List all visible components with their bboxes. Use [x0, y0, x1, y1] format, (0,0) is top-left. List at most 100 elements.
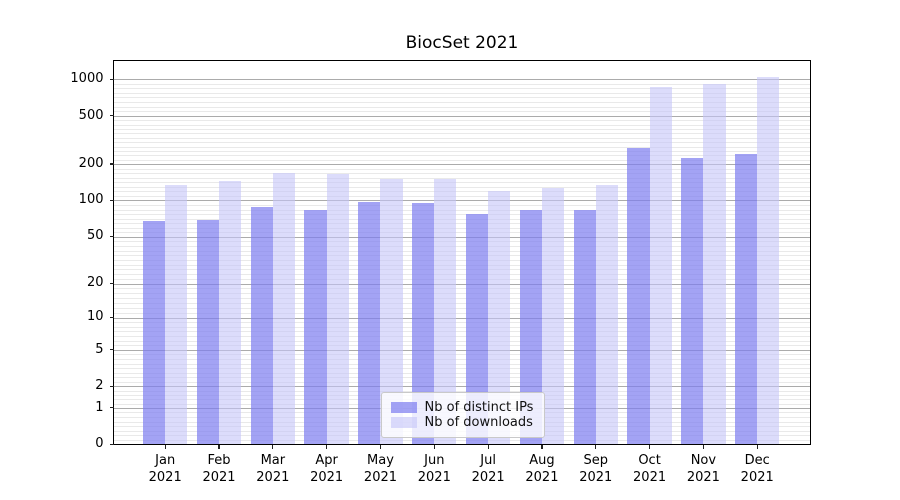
bar-distinct-ips-dec — [735, 154, 758, 445]
x-tick-label-jun: Jun 2021 — [417, 453, 451, 485]
gridline-minor — [114, 368, 810, 370]
gridline-minor — [114, 155, 810, 157]
legend-label-downloads: Nb of downloads — [424, 414, 533, 430]
gridline-minor — [114, 182, 810, 184]
gridline-major-1000 — [114, 79, 810, 81]
gridline-minor — [114, 269, 810, 271]
bar-distinct-ips-apr — [304, 210, 327, 445]
x-tick-jun — [433, 444, 435, 449]
gridline-minor — [114, 264, 810, 266]
gridline-minor — [114, 345, 810, 347]
gridline-minor — [114, 186, 810, 188]
y-tick-200 — [109, 163, 114, 165]
y-tick-label-20: 20 — [86, 275, 104, 291]
x-tick-label-jan: Jan 2021 — [148, 453, 182, 485]
gridline-minor — [114, 168, 810, 170]
bar-downloads-aug — [541, 187, 565, 445]
gridline-minor — [114, 159, 810, 161]
y-tick-10 — [109, 317, 114, 319]
bar-downloads-jun — [434, 179, 457, 445]
x-tick-feb — [218, 444, 220, 449]
gridline-minor — [114, 307, 810, 309]
gridline-minor — [114, 195, 810, 197]
gridline-minor — [114, 288, 810, 290]
bar-downloads-jul — [488, 190, 511, 445]
bar-downloads-nov — [703, 83, 726, 445]
bar-downloads-apr — [326, 174, 349, 445]
gridline-major-2 — [114, 386, 810, 388]
gridline-minor — [114, 278, 810, 280]
gridline-minor — [114, 336, 810, 338]
y-tick-1 — [109, 407, 114, 409]
gridline-minor — [114, 245, 810, 247]
gridline-minor — [114, 124, 810, 126]
gridline-major-100 — [114, 200, 810, 202]
legend: Nb of distinct IPs Nb of downloads — [380, 392, 545, 438]
gridline-minor — [114, 322, 810, 324]
y-tick-label-2: 2 — [95, 378, 104, 394]
y-tick-label-1: 1 — [95, 399, 104, 415]
bar-downloads-jan — [165, 184, 188, 445]
y-tick-label-1000: 1000 — [70, 70, 104, 86]
x-tick-label-feb: Feb 2021 — [202, 453, 236, 485]
x-tick-aug — [541, 444, 543, 449]
bar-distinct-ips-sep — [573, 209, 596, 445]
y-tick-label-200: 200 — [78, 155, 104, 171]
bar-distinct-ips-jul — [465, 214, 489, 445]
bar-distinct-ips-mar — [250, 207, 273, 445]
gridline-major-500 — [114, 115, 810, 117]
gridline-minor — [114, 88, 810, 90]
gridline-minor — [114, 326, 810, 328]
gridline-major-20 — [114, 283, 810, 285]
gridline-minor — [114, 298, 810, 300]
gridline-minor — [114, 354, 810, 356]
bar-downloads-dec — [757, 76, 780, 445]
gridline-minor — [114, 142, 810, 144]
y-tick-label-5: 5 — [95, 341, 104, 357]
y-tick-500 — [109, 115, 114, 117]
gridline-minor — [114, 177, 810, 179]
gridline-minor — [114, 312, 810, 314]
gridline-minor — [114, 209, 810, 211]
y-tick-2 — [109, 385, 114, 387]
gridline-minor — [114, 260, 810, 262]
gridline-minor — [114, 274, 810, 276]
gridline-minor — [114, 214, 810, 216]
gridline-minor — [114, 439, 810, 441]
gridline-minor — [114, 97, 810, 99]
y-tick-1000 — [109, 78, 114, 80]
gridline-minor — [114, 106, 810, 108]
bar-downloads-feb — [219, 181, 242, 445]
legend-item-distinct-ips: Nb of distinct IPs — [390, 399, 536, 415]
gridline-major-200 — [114, 164, 810, 166]
bar-downloads-sep — [595, 184, 618, 445]
gridline-minor — [114, 250, 810, 252]
y-tick-20 — [109, 282, 114, 285]
x-tick-label-dec: Dec 2021 — [740, 453, 774, 485]
legend-label-distinct-ips: Nb of distinct IPs — [424, 399, 534, 415]
gridline-minor — [114, 120, 810, 122]
x-tick-label-nov: Nov 2021 — [686, 453, 720, 485]
x-tick-apr — [326, 444, 328, 449]
gridline-minor — [114, 191, 810, 193]
x-tick-jan — [164, 444, 166, 449]
x-tick-dec — [756, 444, 758, 449]
y-tick-0 — [109, 443, 114, 446]
bar-distinct-ips-jun — [412, 203, 435, 445]
gridline-minor — [114, 92, 810, 94]
gridline-minor — [114, 111, 810, 113]
gridline-major-50 — [114, 236, 810, 238]
bar-distinct-ips-may — [358, 202, 381, 445]
legend-swatch-downloads — [390, 417, 417, 428]
x-tick-label-apr: Apr 2021 — [310, 453, 344, 485]
gridline-minor — [114, 204, 810, 206]
y-tick-label-500: 500 — [78, 107, 104, 123]
x-tick-label-may: May 2021 — [363, 453, 398, 485]
bar-downloads-may — [380, 178, 403, 445]
y-tick-50 — [109, 236, 114, 238]
x-tick-label-aug: Aug 2021 — [525, 453, 559, 485]
x-tick-jul — [487, 444, 489, 449]
gridline-minor — [114, 372, 810, 374]
x-tick-may — [379, 444, 382, 449]
